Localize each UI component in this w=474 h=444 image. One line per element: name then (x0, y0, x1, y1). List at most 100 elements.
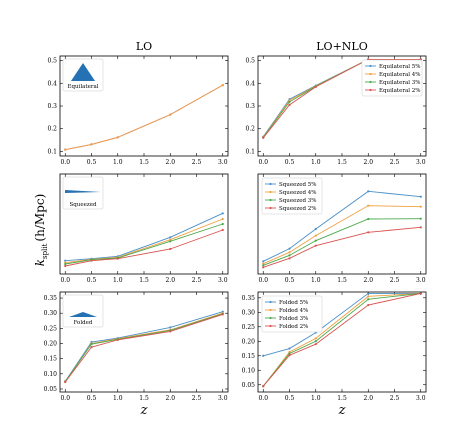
y-axis-label: ksplit(h/Mpc) (33, 194, 49, 266)
legend-label: Squeezed 2% (279, 206, 317, 212)
squeezed-triangle-icon (65, 190, 101, 193)
data-point (288, 251, 291, 254)
data-point (221, 228, 224, 232)
data-point (221, 212, 224, 215)
y-tick-label: 0.30 (242, 309, 256, 316)
x-tick-label: 2.5 (192, 277, 202, 284)
x-tick-label: 0.5 (87, 395, 97, 402)
x-tick-label: 0.5 (87, 159, 97, 166)
x-tick-label: 1.0 (311, 395, 321, 402)
data-point (116, 136, 119, 139)
x-tick-label: 1.0 (311, 159, 321, 166)
x-tick-label: 0.0 (60, 395, 70, 402)
legend-label: Equilateral 5% (379, 64, 420, 70)
y-tick-label: 0.5 (47, 58, 57, 65)
data-point (90, 143, 93, 146)
data-point (419, 205, 422, 208)
legend-marker (269, 190, 272, 194)
legend-marker (269, 308, 272, 312)
legend-marker (369, 80, 372, 84)
data-point (221, 83, 224, 87)
x-axis-label-left: z (140, 403, 148, 418)
y-axis-label-sub: split (41, 243, 49, 259)
series-line (263, 218, 421, 266)
legend-marker (369, 88, 372, 92)
y-tick-label: 0.10 (242, 367, 256, 374)
x-tick-label: 1.5 (139, 277, 149, 284)
legend-box (261, 177, 323, 215)
data-point (262, 266, 265, 269)
data-point (90, 259, 93, 262)
data-point (367, 217, 370, 221)
data-point (64, 148, 67, 151)
series-line (65, 218, 223, 264)
data-point (419, 226, 422, 229)
y-tick-label: 0.3 (245, 103, 255, 110)
x-tick-label: 2.0 (363, 277, 373, 284)
data-point (367, 292, 370, 295)
data-point (221, 222, 224, 226)
y-tick-label: 0.20 (44, 341, 58, 348)
y-tick-label: 0.5 (245, 58, 255, 65)
x-tick-label: 3.0 (416, 395, 426, 402)
col-title-lo: LO (136, 40, 152, 53)
panel-squeezed-LONLO: 0.0 0.5 1.0 1.5 2.0 2.5 3.0 Squeezed 5% Squeezed… (257, 173, 427, 284)
panel-folded-LO: 0.0 0.5 1.0 1.5 2.0 2.5 3.0 0.05 0.10 0.15 0.20 0.2… (44, 291, 229, 402)
x-tick-label: 1.5 (337, 159, 347, 166)
data-point (169, 236, 172, 239)
data-point (314, 244, 317, 247)
x-tick-label: 1.5 (139, 159, 149, 166)
x-tick-label: 1.0 (113, 277, 123, 284)
y-tick-label: 0.2 (47, 126, 57, 133)
data-point (419, 292, 422, 295)
x-tick-label: 2.0 (363, 395, 373, 402)
data-point (116, 338, 119, 341)
data-point (288, 354, 291, 357)
data-point (367, 231, 370, 234)
y-tick-label: 0.30 (44, 310, 58, 317)
data-point (288, 103, 291, 106)
y-tick-label: 0.4 (245, 80, 255, 87)
data-point (314, 234, 317, 237)
panel-folded-LONLO: 0.0 0.5 1.0 1.5 2.0 2.5 3.0 0.05 0.10 0.15 0.20 0.2… (242, 291, 427, 402)
data-point (221, 217, 224, 221)
panel-squeezed-LO: 0.0 0.5 1.0 1.5 2.0 2.5 3.0 Squeezed (59, 173, 229, 284)
data-point (419, 195, 422, 198)
x-tick-label: 3.0 (218, 395, 228, 402)
y-tick-label: 0.2 (245, 126, 255, 133)
x-tick-label: 1.5 (337, 395, 347, 402)
series-line (65, 84, 223, 151)
x-tick-label: 1.5 (337, 277, 347, 284)
x-tick-label: 2.5 (390, 395, 400, 402)
data-point (262, 136, 265, 139)
x-tick-label: 2.0 (165, 277, 175, 284)
data-point (367, 295, 370, 298)
legend-label: Equilateral 3% (379, 80, 420, 86)
equilateral-triangle-icon (71, 63, 95, 81)
data-point (169, 326, 172, 329)
x-tick-label: 0.5 (285, 277, 295, 284)
inset-label: Folded (74, 320, 93, 326)
series-line (263, 226, 421, 268)
x-tick-label: 1.0 (113, 395, 123, 402)
x-tick-label: 1.5 (139, 395, 149, 402)
y-axis-label-main: k (33, 259, 47, 266)
x-axis-label-right: z (338, 403, 346, 418)
col-title-lonlo: LO+NLO (316, 40, 368, 53)
data-point (116, 257, 119, 260)
x-tick-label: 0.0 (60, 159, 70, 166)
data-point (367, 204, 370, 207)
data-point (169, 330, 172, 333)
x-tick-label: 2.5 (192, 159, 202, 166)
y-tick-label: 0.35 (242, 295, 256, 302)
x-tick-label: 0.0 (258, 277, 268, 284)
legend-label: Folded 4% (279, 308, 308, 314)
data-point (64, 380, 67, 384)
data-point (367, 190, 370, 193)
x-tick-label: 3.0 (218, 159, 228, 166)
data-point (169, 247, 172, 251)
y-tick-label: 0.1 (245, 148, 255, 155)
data-point (90, 340, 93, 344)
data-point (314, 340, 317, 343)
